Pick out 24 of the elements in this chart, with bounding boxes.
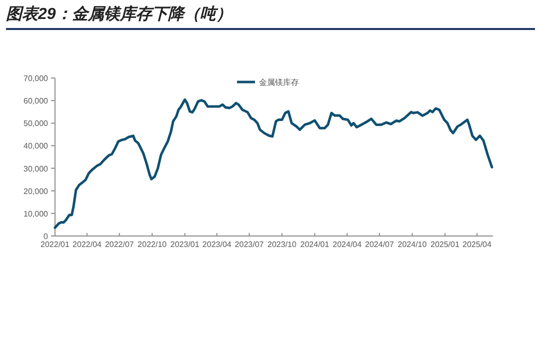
- x-tick-label: 2022/10: [138, 240, 168, 249]
- x-tick-label: 2025/04: [462, 240, 492, 249]
- x-tick-label: 2023/01: [170, 240, 200, 249]
- y-tick-label: 30,000: [24, 164, 49, 174]
- x-tick-label: 2025/01: [430, 240, 460, 249]
- x-tick-label: 2022/04: [72, 240, 102, 249]
- x-tick-label: 2023/10: [268, 240, 298, 249]
- y-tick-label: 60,000: [24, 96, 49, 106]
- x-tick-label: 2023/04: [202, 240, 232, 249]
- y-tick-label: 70,000: [24, 74, 49, 83]
- y-tick-label: 0: [44, 232, 49, 241]
- x-tick-label: 2024/10: [398, 240, 428, 249]
- x-tick-label: 2022/07: [104, 240, 134, 249]
- x-tick-label: 2022/01: [40, 240, 70, 249]
- legend-label: 金属镁库存: [259, 78, 299, 87]
- chart-title: 图表29：金属镁库存下降（吨）: [6, 4, 535, 30]
- y-tick-label: 40,000: [24, 142, 49, 151]
- x-tick-label: 2024/01: [300, 240, 330, 249]
- x-tick-label: 2024/04: [332, 240, 362, 249]
- x-tick-label: 2024/07: [365, 240, 395, 249]
- y-tick-label: 10,000: [24, 209, 49, 218]
- x-tick-label: 2023/07: [234, 240, 264, 249]
- y-tick-label: 50,000: [24, 119, 49, 128]
- y-tick-label: 20,000: [24, 186, 49, 196]
